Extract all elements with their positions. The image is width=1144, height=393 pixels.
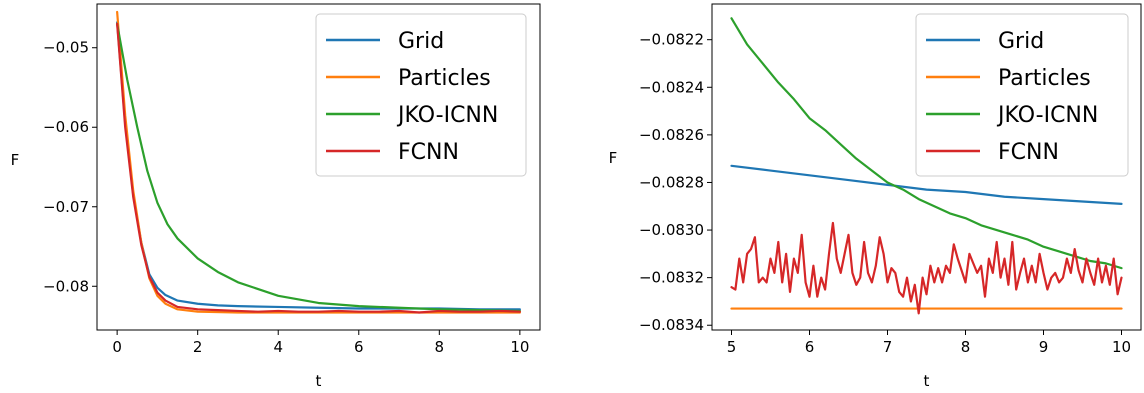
series-lines [730, 17, 1123, 315]
y-axis-label: F [11, 151, 20, 169]
x-tick-label: 8 [435, 338, 445, 356]
left-panel: 0 2 4 6 8 10 −0.05 −0.06 −0.07 −0.08 t F Grid Particl… [11, 3, 541, 390]
legend: Grid Particles JKO-ICNN FCNN [315, 13, 527, 177]
right-panel: 5 6 7 8 9 10 −0.0822 −0.0824 −0.0826 −0.0828 −0.08… [609, 3, 1142, 390]
y-tick-label: −0.08 [43, 277, 89, 295]
axes-frame [711, 3, 1142, 331]
y-tick-label: −0.0824 [639, 78, 704, 96]
x-tick-label: 6 [805, 338, 815, 356]
y-tick-label: −0.05 [43, 39, 89, 57]
legend-box [315, 13, 527, 177]
legend-label: FCNN [398, 140, 459, 165]
x-tick-label: 8 [961, 338, 971, 356]
x-tick-label: 9 [1039, 338, 1049, 356]
x-tick-label: 4 [273, 338, 283, 356]
y-tick-label: −0.0830 [639, 221, 704, 239]
legend: Grid Particles JKO-ICNN FCNN [915, 13, 1129, 177]
x-tick-label: 10 [510, 338, 529, 356]
legend-label: Grid [398, 29, 444, 54]
legend-label: JKO-ICNN [996, 103, 1098, 128]
y-tick-label: −0.07 [43, 198, 89, 216]
legend-label: Grid [998, 29, 1044, 54]
x-axis-label: t [924, 372, 930, 390]
x-axis-label: t [316, 372, 322, 390]
series-lines [116, 10, 521, 314]
series-line-fcnn [116, 22, 521, 314]
y-axis-label: F [609, 149, 618, 167]
series-line-jko-icnn [116, 22, 521, 313]
y-tick-label: −0.06 [43, 118, 89, 136]
legend-box [915, 13, 1129, 177]
x-tick-label: 5 [727, 338, 737, 356]
y-tick-label: −0.0826 [639, 126, 704, 144]
series-line-grid [730, 164, 1123, 205]
legend-label: FCNN [998, 140, 1059, 165]
legend-label: JKO-ICNN [396, 103, 498, 128]
y-tick-label: −0.0828 [639, 173, 704, 191]
x-tick-label: 10 [1112, 338, 1131, 356]
x-tick-label: 2 [193, 338, 203, 356]
y-tick-label: −0.0834 [639, 316, 704, 334]
axes-frame [96, 3, 541, 331]
x-tick-label: 7 [883, 338, 893, 356]
series-line-jko-icnn [730, 17, 1123, 270]
x-tick-label: 6 [354, 338, 364, 356]
legend-label: Particles [998, 66, 1091, 91]
series-line-fcnn [730, 221, 1123, 315]
x-tick-label: 0 [112, 338, 122, 356]
y-tick-label: −0.0832 [639, 269, 704, 287]
y-tick-label: −0.0822 [639, 31, 704, 49]
legend-label: Particles [398, 66, 491, 91]
